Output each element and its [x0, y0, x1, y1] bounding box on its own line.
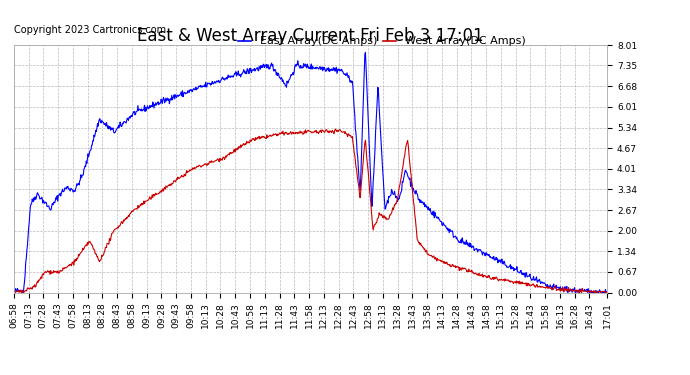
Legend: East Array(DC Amps), West Array(DC Amps): East Array(DC Amps), West Array(DC Amps)	[233, 32, 530, 51]
Title: East & West Array Current Fri Feb 3 17:01: East & West Array Current Fri Feb 3 17:0…	[137, 27, 484, 45]
Text: Copyright 2023 Cartronics.com: Copyright 2023 Cartronics.com	[14, 25, 166, 35]
